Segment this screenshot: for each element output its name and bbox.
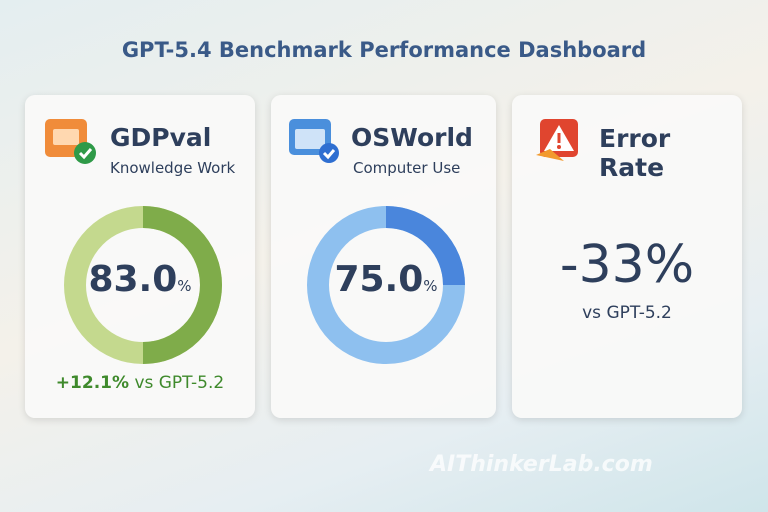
delta: +12.1% [55,373,130,393]
icon [45,119,96,164]
card-title: GDPval [110,123,212,152]
card-subtitle: Computer Use [353,159,461,177]
ring [307,206,465,364]
metric-value: 75.0 [334,259,424,300]
page-title: GPT-5.4 Benchmark Performance Dashboard [121,38,647,62]
metric: 75.0% [271,259,501,300]
ring [64,206,222,364]
watermark: AIThinkerLab.com [430,452,653,477]
metric-unit: % [423,277,438,295]
comparison: vs GPT-5.2 [134,373,225,393]
metric: 83.0% [25,259,255,300]
card-title: OSWorld [351,123,473,152]
card-title: Error Rate [599,124,671,182]
comparison: vs GPT-5.2 [582,303,672,323]
card: GDPval Knowledge Work 83.0% +12.1% vs GP… [25,95,255,418]
change: +12.1% vs GPT-5.2 [25,373,255,393]
card-subtitle: Knowledge Work [110,159,236,177]
metric-unit: % [177,277,192,295]
card: Error Rate -33% vs GPT-5.2 [512,95,742,418]
metric-value: -33% [559,235,695,295]
card: OSWorld Computer Use 75.0% [271,95,496,418]
metric-value: 83.0 [88,259,178,300]
icon [536,119,578,161]
icon [289,119,339,163]
